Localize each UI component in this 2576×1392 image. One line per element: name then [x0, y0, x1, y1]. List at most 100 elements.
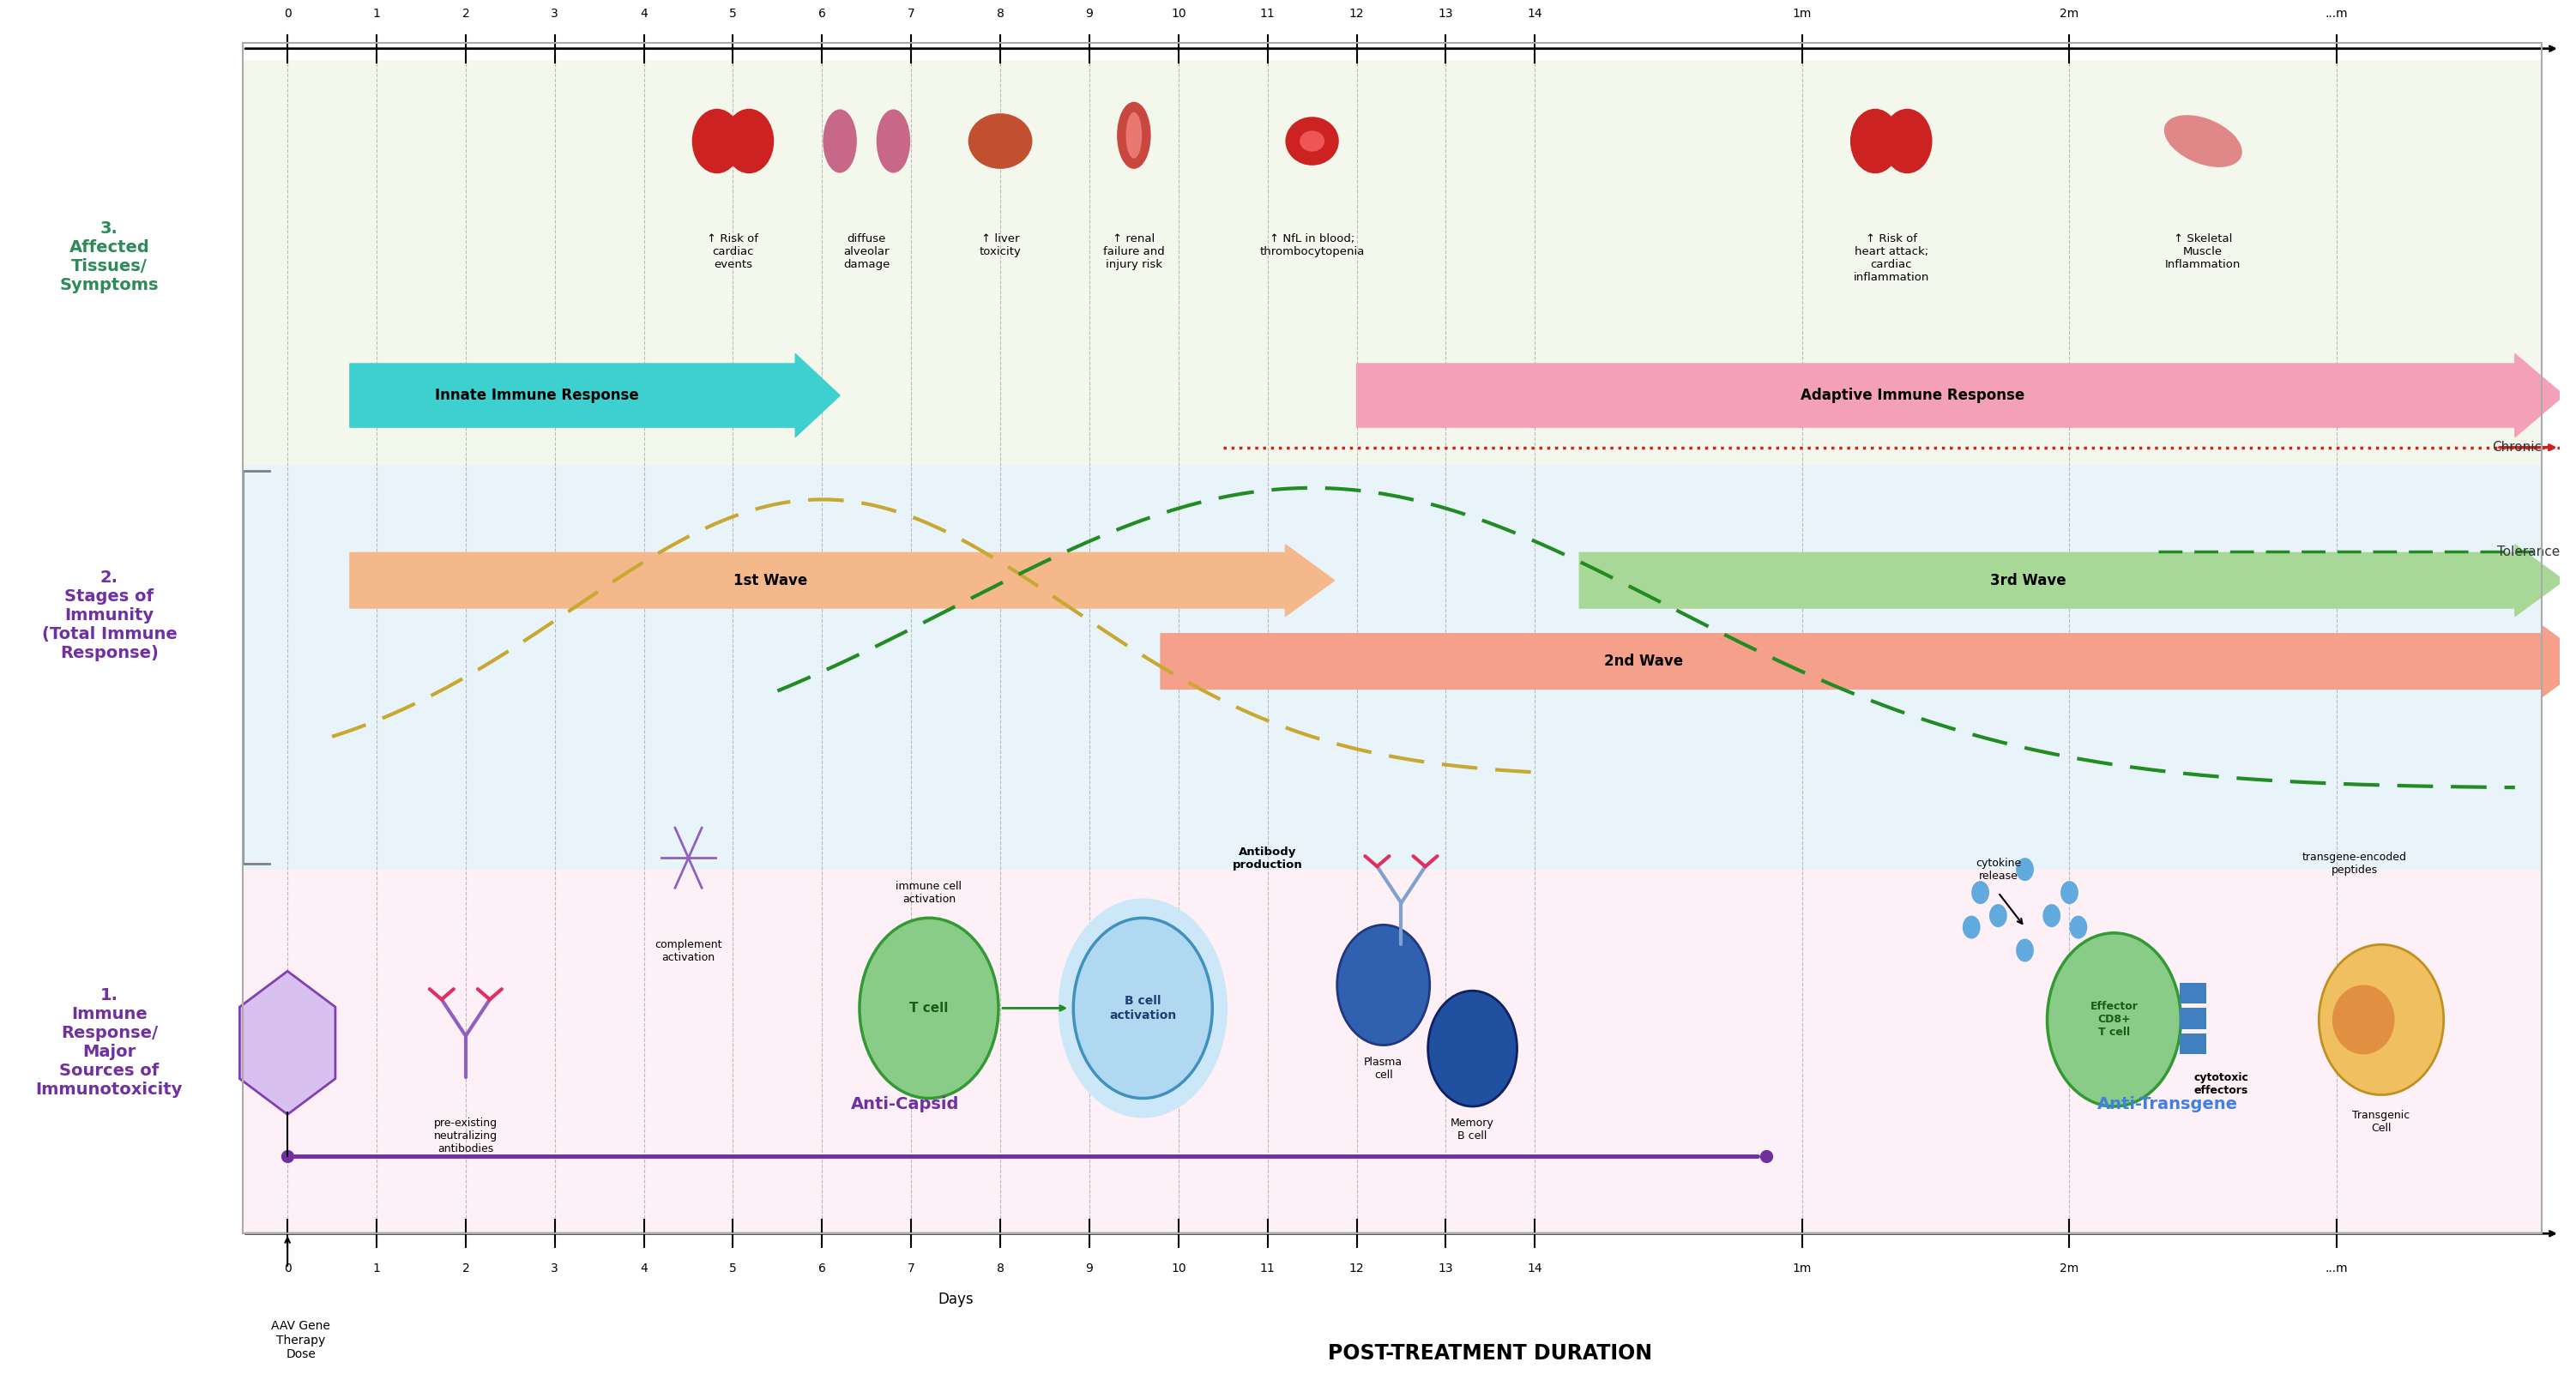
Circle shape: [1971, 881, 1989, 903]
Text: 10: 10: [1172, 1263, 1185, 1275]
Text: 4: 4: [639, 8, 647, 19]
Text: Innate Immune Response: Innate Immune Response: [435, 388, 639, 404]
FancyBboxPatch shape: [242, 60, 2543, 465]
Text: 1: 1: [374, 1263, 381, 1275]
FancyArrow shape: [1358, 354, 2563, 437]
Text: 2m: 2m: [2061, 1263, 2079, 1275]
Circle shape: [1427, 991, 1517, 1107]
Text: Effector
CD8+
T cell: Effector CD8+ T cell: [2089, 1001, 2138, 1038]
FancyBboxPatch shape: [2179, 1034, 2208, 1054]
FancyArrow shape: [350, 354, 840, 437]
Ellipse shape: [1126, 113, 1141, 159]
Text: 2: 2: [461, 1263, 469, 1275]
FancyArrow shape: [350, 544, 1334, 617]
Ellipse shape: [876, 110, 909, 173]
FancyArrow shape: [1579, 544, 2563, 617]
Text: transgene-encoded
peptides: transgene-encoded peptides: [2303, 852, 2406, 876]
Text: 12: 12: [1350, 8, 1365, 19]
Text: 2nd Wave: 2nd Wave: [1605, 654, 1685, 670]
Text: 6: 6: [819, 8, 827, 19]
Text: cytokine
release: cytokine release: [1976, 857, 2022, 883]
Text: AAV Gene
Therapy
Dose: AAV Gene Therapy Dose: [270, 1320, 330, 1360]
Text: 5: 5: [729, 8, 737, 19]
Text: Chronic: Chronic: [2491, 441, 2543, 454]
Ellipse shape: [1301, 131, 1324, 152]
Text: Tolerance: Tolerance: [2496, 546, 2561, 558]
Text: cytotoxic
effectors: cytotoxic effectors: [2195, 1072, 2249, 1096]
Circle shape: [1059, 898, 1229, 1118]
Text: 7: 7: [907, 8, 914, 19]
Ellipse shape: [822, 110, 858, 173]
Circle shape: [2043, 903, 2061, 927]
Circle shape: [1337, 924, 1430, 1045]
Text: 3: 3: [551, 8, 559, 19]
Circle shape: [693, 109, 742, 174]
FancyBboxPatch shape: [2179, 1008, 2208, 1029]
Text: 9: 9: [1084, 8, 1092, 19]
Text: ↑ Skeletal
Muscle
Inflammation: ↑ Skeletal Muscle Inflammation: [2166, 234, 2241, 270]
Text: 0: 0: [283, 8, 291, 19]
Circle shape: [1074, 917, 1213, 1098]
Circle shape: [724, 109, 773, 174]
Circle shape: [1963, 916, 1981, 938]
Text: 6: 6: [819, 1263, 827, 1275]
Text: Anti-Capsid: Anti-Capsid: [850, 1096, 958, 1112]
Text: 3.
Affected
Tissues/
Symptoms: 3. Affected Tissues/ Symptoms: [59, 220, 160, 294]
Text: 1m: 1m: [1793, 1263, 1811, 1275]
Circle shape: [1850, 109, 1901, 174]
Ellipse shape: [969, 113, 1033, 168]
Text: diffuse
alveolar
damage: diffuse alveolar damage: [842, 234, 889, 270]
FancyBboxPatch shape: [242, 465, 2543, 870]
Ellipse shape: [1285, 117, 1340, 166]
Text: 11: 11: [1260, 8, 1275, 19]
Text: 2.
Stages of
Immunity
(Total Immune
Response): 2. Stages of Immunity (Total Immune Resp…: [41, 569, 178, 661]
Text: 14: 14: [1528, 8, 1543, 19]
Text: 1: 1: [374, 8, 381, 19]
Text: ...m: ...m: [2326, 8, 2349, 19]
Text: ↑ Risk of
heart attack;
cardiac
inflammation: ↑ Risk of heart attack; cardiac inflamma…: [1852, 234, 1929, 284]
Ellipse shape: [2318, 945, 2445, 1096]
Text: Days: Days: [938, 1292, 974, 1307]
Text: 3: 3: [551, 1263, 559, 1275]
Ellipse shape: [2164, 116, 2241, 167]
Circle shape: [1883, 109, 1932, 174]
Text: 1st Wave: 1st Wave: [734, 572, 809, 587]
Text: 11: 11: [1260, 1263, 1275, 1275]
FancyBboxPatch shape: [2179, 983, 2208, 1004]
Text: Memory
B cell: Memory B cell: [1450, 1118, 1494, 1141]
Text: 10: 10: [1172, 8, 1185, 19]
Text: 13: 13: [1437, 8, 1453, 19]
Text: 2m: 2m: [2061, 8, 2079, 19]
Circle shape: [2017, 857, 2035, 881]
Circle shape: [2069, 916, 2087, 938]
Text: 8: 8: [997, 1263, 1005, 1275]
Text: 7: 7: [907, 1263, 914, 1275]
Text: immune cell
activation: immune cell activation: [896, 881, 961, 905]
Text: Antibody
production: Antibody production: [1231, 846, 1303, 870]
Text: Plasma
cell: Plasma cell: [1365, 1057, 1404, 1080]
Circle shape: [2017, 938, 2035, 962]
Text: T cell: T cell: [909, 1002, 948, 1015]
FancyBboxPatch shape: [242, 870, 2543, 1233]
Text: 2: 2: [461, 8, 469, 19]
Text: ↑ Risk of
cardiac
events: ↑ Risk of cardiac events: [708, 234, 760, 270]
Text: 0: 0: [283, 1263, 291, 1275]
Text: 9: 9: [1084, 1263, 1092, 1275]
Text: Transgenic
Cell: Transgenic Cell: [2352, 1109, 2411, 1134]
Circle shape: [1989, 903, 2007, 927]
Text: 13: 13: [1437, 1263, 1453, 1275]
Text: 5: 5: [729, 1263, 737, 1275]
Text: 1.
Immune
Response/
Major
Sources of
Immunotoxicity: 1. Immune Response/ Major Sources of Imm…: [36, 987, 183, 1098]
Text: 14: 14: [1528, 1263, 1543, 1275]
Text: ↑ NfL in blood;
thrombocytopenia: ↑ NfL in blood; thrombocytopenia: [1260, 234, 1365, 258]
Text: POST-TREATMENT DURATION: POST-TREATMENT DURATION: [1329, 1343, 1651, 1364]
Circle shape: [860, 917, 999, 1098]
Text: 12: 12: [1350, 1263, 1365, 1275]
Text: 3rd Wave: 3rd Wave: [1991, 572, 2066, 587]
Text: 8: 8: [997, 8, 1005, 19]
Text: Adaptive Immune Response: Adaptive Immune Response: [1801, 388, 2025, 404]
Text: ↑ renal
failure and
injury risk: ↑ renal failure and injury risk: [1103, 234, 1164, 270]
Circle shape: [2061, 881, 2079, 903]
FancyArrow shape: [1162, 625, 2576, 697]
Text: B cell
activation: B cell activation: [1110, 995, 1177, 1022]
